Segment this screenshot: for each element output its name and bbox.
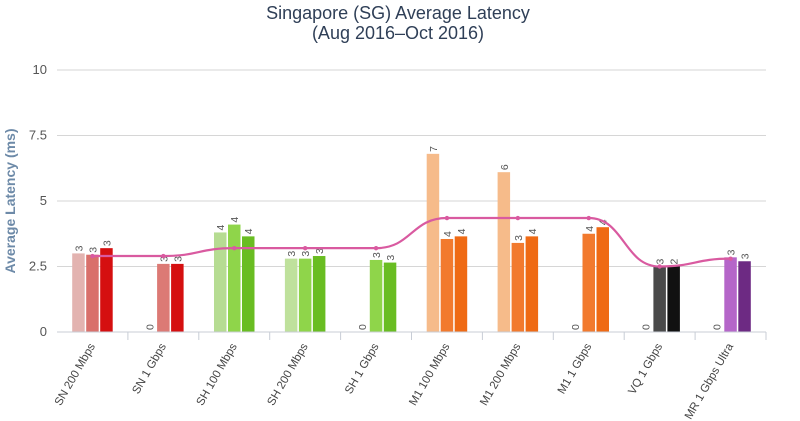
x-tick-label: M1 100 Mbps (407, 341, 452, 408)
chart-subtitle: (Aug 2016–Oct 2016) (312, 23, 484, 43)
y-tick-label: 10 (33, 62, 47, 77)
data-label: 3 (286, 251, 298, 257)
data-label: 3 (655, 259, 667, 265)
data-label: 4 (584, 226, 596, 232)
bar (298, 258, 312, 332)
bar (653, 266, 666, 332)
chart-title: Singapore (SG) Average Latency (266, 3, 530, 23)
x-tick-label: SN 1 Gbps (130, 341, 169, 396)
trend-point (302, 245, 308, 251)
x-axis (57, 331, 767, 340)
x-tick-label: M1 1 Gbps (556, 341, 595, 396)
data-label: 3 (385, 255, 397, 261)
y-axis-ticks: 0 2.5 5 7.5 10 (29, 62, 47, 339)
data-label: 3 (726, 249, 738, 255)
bar (440, 238, 454, 332)
data-label: 3 (101, 240, 113, 246)
bar (497, 172, 511, 332)
trend-point (90, 253, 95, 259)
bar (596, 227, 609, 332)
x-tick-label: SN 200 Mbps (53, 341, 98, 408)
bar (582, 233, 595, 332)
data-label: 3 (740, 253, 752, 259)
bar (426, 153, 440, 332)
x-tick-label: SH 100 Mbps (195, 341, 240, 408)
data-label: 3 (87, 247, 99, 253)
y-tick-label: 5 (40, 193, 47, 208)
data-label: 3 (73, 245, 85, 251)
trend-point (728, 256, 733, 261)
data-label: 2 (669, 259, 681, 265)
x-tick-label: SH 1 Gbps (343, 341, 382, 396)
data-label: 4 (215, 224, 227, 230)
data-label: 0 (357, 324, 369, 330)
trend-point (657, 264, 662, 269)
bar (369, 259, 383, 332)
data-label: 3 (172, 256, 184, 262)
trend-point (515, 215, 521, 221)
data-label: 3 (314, 248, 326, 254)
bar (86, 254, 99, 332)
data-label: 4 (243, 228, 255, 234)
x-tick-label: MR 1 Gbps Ultra (683, 341, 737, 421)
trend-path (92, 216, 731, 268)
y-tick-label: 7.5 (29, 128, 47, 143)
gridlines (57, 69, 766, 267)
trend-point (373, 245, 379, 251)
bar (511, 242, 525, 332)
data-label: 6 (499, 164, 511, 170)
bar (667, 266, 680, 332)
bar (228, 224, 241, 332)
bar (171, 263, 184, 332)
y-tick-label: 0 (40, 324, 47, 339)
data-label: 0 (712, 324, 724, 330)
data-label: 4 (456, 228, 468, 234)
y-tick-label: 2.5 (29, 259, 47, 274)
data-label: 4 (527, 228, 539, 234)
bar (284, 258, 298, 332)
data-label: 0 (570, 324, 582, 330)
bar (72, 253, 85, 332)
bar (214, 232, 227, 332)
bar (525, 236, 539, 332)
data-label: 3 (158, 256, 170, 262)
bar (738, 261, 751, 332)
bars (72, 153, 751, 332)
bar (454, 236, 468, 332)
data-label: 4 (229, 217, 241, 223)
x-tick-label: VQ 1 Gbps (626, 341, 665, 396)
trend-point (232, 245, 237, 251)
data-label: 3 (513, 235, 525, 241)
bar (312, 256, 326, 332)
data-label: 3 (300, 251, 312, 257)
data-label: 4 (442, 231, 454, 237)
bar (100, 248, 113, 332)
data-label: 0 (144, 324, 156, 330)
x-tick-label: SH 200 Mbps (266, 341, 311, 408)
bar (383, 262, 397, 332)
trend-point (586, 215, 591, 221)
trend-point (444, 215, 450, 221)
x-tick-label: M1 200 Mbps (478, 341, 523, 408)
data-label: 3 (371, 252, 383, 258)
bar (157, 263, 170, 332)
data-label: 7 (428, 146, 440, 152)
y-axis-label: Average Latency (ms) (2, 129, 18, 274)
bar (724, 257, 737, 332)
trend-line (90, 215, 733, 269)
x-axis-ticks: SN 200 Mbps SN 1 Gbps SH 100 Mbps SH 200 Mb… (53, 341, 737, 421)
bar (242, 236, 255, 332)
trend-point (161, 253, 166, 259)
data-label: 0 (641, 324, 653, 330)
